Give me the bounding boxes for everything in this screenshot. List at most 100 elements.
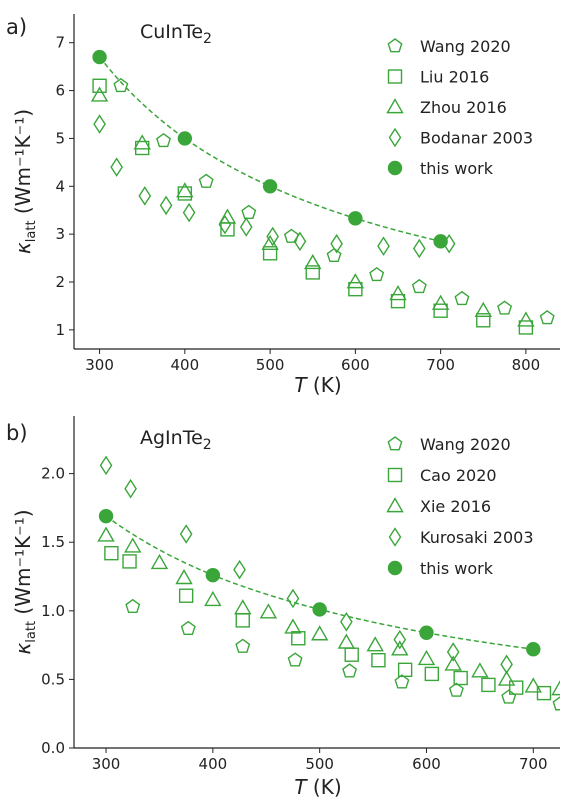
data-point-xie-2016: [150, 553, 169, 570]
data-point-zhou-2016: [133, 134, 151, 150]
data-point-this-work: [177, 131, 193, 146]
data-point-kurosaki-2003: [233, 559, 246, 580]
data-point-cao-2020: [344, 647, 359, 662]
series-bodanar-2003: [93, 114, 456, 259]
data-point-cao-2020: [122, 554, 137, 569]
data-point-kurosaki-2003: [99, 455, 113, 476]
legend-label-liu-2016: Liu 2016: [420, 68, 489, 87]
series-xie-2016: [97, 526, 560, 696]
data-point-zhou-2016: [431, 294, 450, 310]
chart-title: CuInTe2: [140, 21, 212, 47]
data-point-bodanar-2003: [218, 214, 232, 235]
data-point-cao-2020: [178, 588, 194, 603]
data-point-xie-2016: [310, 625, 329, 641]
x-tick-label: 600: [412, 755, 441, 773]
data-point-liu-2016: [390, 293, 406, 309]
data-point-kurosaki-2003: [179, 524, 193, 544]
y-tick-label: 1.0: [41, 602, 65, 620]
data-point-liu-2016: [305, 265, 320, 280]
legend-marker-this-work: [387, 560, 403, 576]
x-tick-label: 700: [519, 755, 548, 773]
data-point-liu-2016: [433, 303, 448, 318]
data-point-wang-2020: [180, 620, 196, 636]
data-point-cao-2020: [235, 613, 250, 628]
legend-marker-wang-2020: [387, 38, 403, 53]
y-tick-label: 6: [55, 82, 65, 100]
data-point-cao-2020: [104, 545, 119, 561]
data-point-wang-2020: [156, 132, 172, 148]
data-point-zhou-2016: [346, 273, 365, 289]
data-point-xie-2016: [97, 526, 115, 542]
panel-cuinte2: 300 400 500 600 700 800 1 2 3 4 5 6 7 κlatt (Wm⁻¹K⁻¹)…: [6, 14, 560, 397]
data-point-this-work: [205, 567, 221, 583]
plot-area: [97, 455, 560, 711]
panel-label: a): [6, 15, 27, 39]
panel-aginte2: 300 400 500 600 700 0.0 0.5 1.0 1.5 2.0 κlatt (Wm⁻…: [6, 416, 560, 799]
data-point-zhou-2016: [304, 253, 322, 270]
data-point-bodanar-2003: [377, 236, 390, 256]
data-point-kurosaki-2003: [340, 611, 353, 632]
data-point-wang-2020: [342, 663, 358, 678]
legend-marker-xie-2016: [386, 497, 404, 513]
panel-label: b): [6, 421, 28, 445]
data-point-bodanar-2003: [138, 186, 152, 206]
data-point-wang-2020: [235, 638, 251, 653]
data-point-bodanar-2003: [266, 226, 279, 247]
legend-marker-cao-2020: [387, 467, 403, 483]
legend-marker-liu-2016: [387, 69, 403, 84]
data-point-kurosaki-2003: [393, 629, 407, 650]
legend-label-zhou-2016: Zhou 2016: [420, 98, 507, 117]
data-point-this-work: [312, 602, 327, 617]
data-point-cao-2020: [371, 652, 386, 668]
data-point-liu-2016: [92, 78, 107, 93]
data-point-xie-2016: [444, 655, 462, 671]
data-point-xie-2016: [471, 662, 489, 678]
data-point-liu-2016: [177, 186, 193, 201]
series-cao-2020: [104, 545, 552, 701]
data-point-bodanar-2003: [239, 217, 253, 237]
data-point-cao-2020: [291, 631, 306, 646]
data-point-xie-2016: [284, 618, 302, 634]
data-point-cao-2020: [397, 662, 413, 678]
data-point-wang-2020: [394, 674, 410, 689]
data-point-this-work: [92, 49, 107, 65]
data-point-bodanar-2003: [412, 238, 426, 259]
data-point-xie-2016: [204, 590, 222, 607]
legend-marker-zhou-2016: [386, 98, 404, 114]
data-point-kurosaki-2003: [500, 654, 513, 675]
data-point-bodanar-2003: [182, 202, 196, 223]
data-point-xie-2016: [551, 680, 560, 696]
data-point-liu-2016: [476, 313, 491, 328]
x-tick-label: 800: [512, 356, 541, 374]
data-point-cao-2020: [481, 677, 496, 693]
series-wang-2020: [125, 598, 560, 711]
x-tick-label: 300: [92, 755, 121, 773]
x-tick-label: 400: [199, 755, 228, 773]
legend-marker-bodanar-2003: [388, 127, 402, 148]
legend-label-xie-2016: Xie 2016: [420, 497, 491, 516]
legend: Wang 2020 Liu 2016 Zhou 2016 Bodanar 2003 th…: [386, 37, 533, 178]
legend-label-wang-2020: Wang 2020: [420, 37, 511, 56]
data-point-this-work: [262, 179, 278, 194]
data-point-wang-2020: [369, 266, 385, 282]
data-point-this-work: [526, 642, 541, 657]
data-point-xie-2016: [417, 649, 436, 666]
data-point-liu-2016: [262, 246, 278, 261]
data-point-zhou-2016: [176, 182, 194, 198]
data-point-zhou-2016: [517, 311, 535, 327]
data-point-this-work: [98, 508, 114, 524]
data-point-wang-2020: [552, 696, 560, 711]
y-tick-label: 2: [55, 273, 65, 291]
y-tick-label: 1.5: [41, 533, 65, 551]
data-point-xie-2016: [366, 636, 384, 652]
data-point-this-work: [348, 211, 363, 226]
data-point-bodanar-2003: [293, 231, 307, 252]
x-tick-label: 300: [85, 356, 114, 374]
legend-label-cao-2020: Cao 2020: [420, 466, 497, 485]
series-zhou-2016: [90, 86, 535, 327]
data-point-kurosaki-2003: [286, 588, 300, 609]
chart-title: AgInTe2: [140, 427, 212, 453]
y-axis-label: κlatt (Wm⁻¹K⁻¹): [11, 109, 39, 254]
legend-label-wang-2020: Wang 2020: [420, 435, 511, 454]
data-point-wang-2020: [539, 310, 555, 325]
